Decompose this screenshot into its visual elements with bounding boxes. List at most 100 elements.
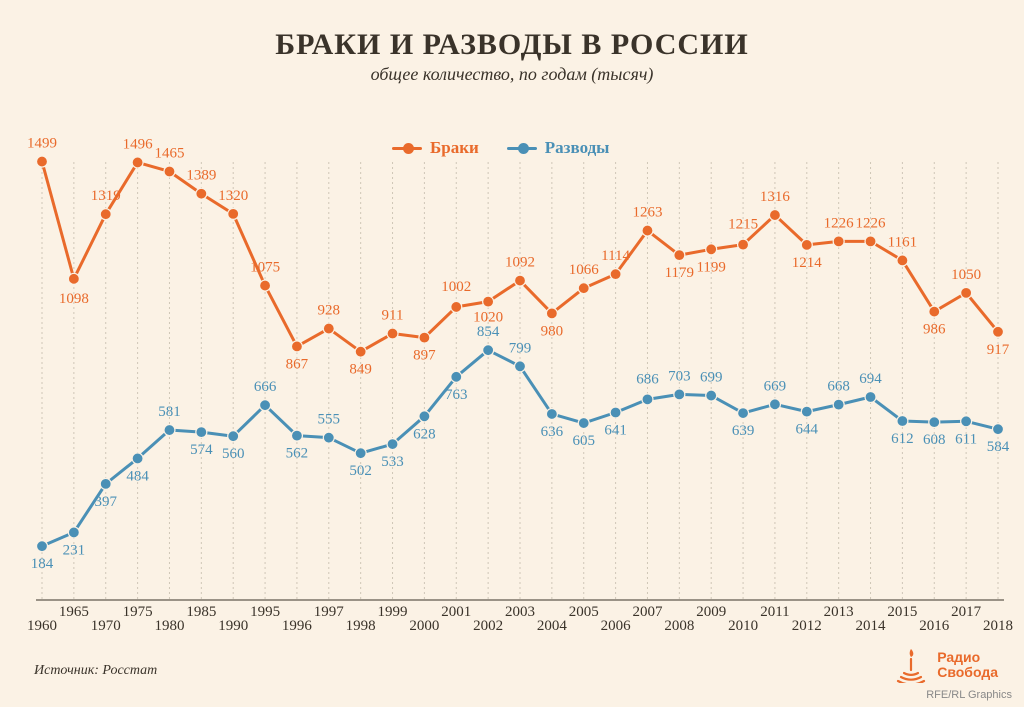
svg-text:1960: 1960	[27, 618, 57, 634]
svg-text:2009: 2009	[696, 604, 726, 620]
svg-text:897: 897	[413, 348, 436, 364]
torch-icon	[893, 647, 929, 683]
svg-text:560: 560	[222, 446, 245, 462]
svg-text:911: 911	[382, 308, 404, 324]
svg-text:1098: 1098	[59, 291, 89, 307]
svg-text:641: 641	[604, 423, 627, 439]
svg-text:1999: 1999	[378, 604, 408, 620]
svg-text:2008: 2008	[664, 618, 694, 634]
svg-text:1075: 1075	[250, 260, 280, 276]
svg-text:484: 484	[126, 468, 149, 484]
svg-text:980: 980	[541, 323, 564, 339]
svg-text:1985: 1985	[186, 604, 216, 620]
svg-text:1092: 1092	[505, 255, 535, 271]
svg-text:628: 628	[413, 426, 436, 442]
svg-text:1465: 1465	[154, 145, 184, 161]
svg-text:533: 533	[381, 454, 404, 470]
svg-text:1496: 1496	[123, 136, 154, 152]
logo-text-line1: Радио	[937, 650, 998, 665]
svg-text:231: 231	[63, 542, 86, 558]
svg-text:2010: 2010	[728, 618, 758, 634]
svg-text:1990: 1990	[218, 618, 248, 634]
svg-text:1066: 1066	[569, 262, 600, 278]
svg-text:763: 763	[445, 387, 468, 403]
svg-text:581: 581	[158, 404, 181, 420]
svg-text:636: 636	[541, 424, 564, 440]
svg-text:1226: 1226	[856, 215, 887, 231]
svg-text:1998: 1998	[346, 618, 376, 634]
svg-text:1975: 1975	[123, 604, 153, 620]
logo-text: Радио Свобода	[937, 650, 998, 679]
svg-text:2000: 2000	[409, 618, 439, 634]
svg-text:1215: 1215	[728, 217, 758, 233]
svg-text:584: 584	[987, 439, 1010, 455]
svg-text:666: 666	[254, 379, 277, 395]
svg-text:1114: 1114	[601, 248, 630, 264]
svg-text:562: 562	[286, 446, 309, 462]
svg-text:694: 694	[859, 371, 882, 387]
svg-text:2001: 2001	[441, 604, 471, 620]
line-chart: 1960196519701975198019851990199519961997…	[0, 0, 1024, 707]
svg-text:1050: 1050	[951, 267, 981, 283]
svg-text:2012: 2012	[792, 618, 822, 634]
logo-text-line2: Свобода	[937, 665, 998, 680]
svg-text:555: 555	[318, 412, 341, 428]
svg-text:184: 184	[31, 556, 54, 572]
svg-text:1226: 1226	[824, 215, 855, 231]
svg-text:2018: 2018	[983, 618, 1013, 634]
svg-text:668: 668	[827, 379, 850, 395]
svg-text:986: 986	[923, 322, 946, 338]
svg-text:1499: 1499	[27, 136, 57, 152]
svg-text:669: 669	[764, 378, 787, 394]
source-text: Источник: Росстат	[34, 663, 157, 679]
svg-text:1002: 1002	[441, 279, 471, 295]
svg-text:1179: 1179	[665, 265, 694, 281]
svg-text:699: 699	[700, 370, 723, 386]
svg-text:703: 703	[668, 368, 691, 384]
svg-text:1319: 1319	[91, 188, 121, 204]
svg-text:611: 611	[955, 431, 977, 447]
svg-text:928: 928	[318, 303, 341, 319]
svg-text:2015: 2015	[887, 604, 917, 620]
svg-text:574: 574	[190, 442, 213, 458]
publisher-logo: Радио Свобода	[893, 647, 998, 683]
svg-text:1316: 1316	[760, 189, 791, 205]
svg-text:917: 917	[987, 342, 1010, 358]
svg-text:644: 644	[796, 422, 819, 438]
svg-text:1997: 1997	[314, 604, 345, 620]
svg-text:867: 867	[286, 356, 309, 372]
svg-text:2004: 2004	[537, 618, 568, 634]
svg-text:2003: 2003	[505, 604, 535, 620]
svg-text:1965: 1965	[59, 604, 89, 620]
svg-text:854: 854	[477, 324, 500, 340]
svg-text:1263: 1263	[632, 205, 662, 221]
svg-text:799: 799	[509, 340, 532, 356]
svg-text:2014: 2014	[856, 618, 887, 634]
svg-text:1199: 1199	[696, 259, 725, 275]
svg-text:639: 639	[732, 423, 755, 439]
svg-text:849: 849	[349, 362, 372, 378]
svg-text:1161: 1161	[888, 234, 917, 250]
svg-text:686: 686	[636, 371, 659, 387]
svg-text:502: 502	[349, 463, 372, 479]
svg-text:2002: 2002	[473, 618, 503, 634]
svg-text:2017: 2017	[951, 604, 982, 620]
svg-text:605: 605	[572, 433, 595, 449]
svg-text:397: 397	[94, 494, 117, 510]
svg-text:2005: 2005	[569, 604, 599, 620]
svg-text:2013: 2013	[824, 604, 854, 620]
svg-text:2011: 2011	[760, 604, 789, 620]
attribution-text: RFE/RL Graphics	[926, 689, 1012, 701]
svg-text:608: 608	[923, 432, 946, 448]
svg-text:612: 612	[891, 431, 914, 447]
svg-text:1980: 1980	[154, 618, 184, 634]
svg-text:1970: 1970	[91, 618, 121, 634]
svg-text:1214: 1214	[792, 255, 823, 271]
svg-text:1320: 1320	[218, 188, 248, 204]
svg-text:1996: 1996	[282, 618, 313, 634]
svg-text:2006: 2006	[601, 618, 632, 634]
infographic-canvas: БРАКИ И РАЗВОДЫ В РОССИИ общее количеств…	[0, 0, 1024, 707]
svg-text:2016: 2016	[919, 618, 950, 634]
svg-text:1995: 1995	[250, 604, 280, 620]
svg-text:2007: 2007	[632, 604, 663, 620]
